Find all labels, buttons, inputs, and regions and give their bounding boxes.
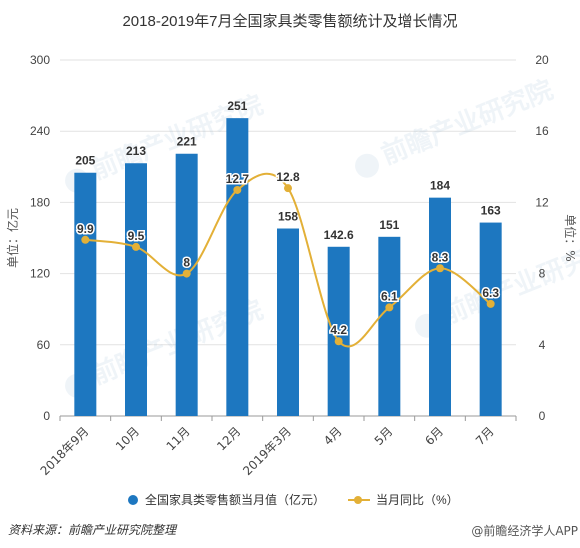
bar [125,163,147,416]
bar [226,118,249,416]
footer-watermark: @前瞻经济学人APP [471,524,578,538]
line-value-label: 6.1 [381,289,398,303]
footer-source: 资料来源：前瞻产业研究院整理 [8,523,177,537]
line-point [334,337,343,346]
chart-title: 2018-2019年7月全国家具类零售额统计及增长情况 [122,13,458,30]
line-value-label: 8.3 [432,250,449,264]
x-tick-label: 4月 [321,424,345,448]
line-value-label: 9.5 [128,229,145,243]
x-tick-label: 10月 [113,424,142,453]
watermark-mark: 前瞻产业研究院 [355,74,557,178]
watermark-logo-icon [355,153,380,178]
bar-value-label: 158 [278,210,298,224]
bar-value-label: 142.6 [324,228,354,242]
bar-value-label: 163 [481,204,501,218]
y-left-tick-label: 180 [30,195,50,209]
legend-line-label: 当月同比（%） [376,493,459,507]
line-point [233,185,242,194]
y-right-tick-label: 8 [539,267,546,281]
line-point [81,235,90,244]
bar-value-label: 221 [177,135,197,149]
y-right-tick-label: 0 [539,409,546,423]
y-left-axis-title: 单位：亿元 [5,208,20,268]
y-right-tick-label: 4 [539,338,546,352]
line-point [182,269,191,278]
bar [429,197,451,416]
bar [327,246,350,416]
line-path [85,172,492,348]
line-point [436,264,444,273]
y-left-tick-label: 240 [30,124,50,138]
line-value-label: 9.9 [77,222,94,236]
y-right-tick-label: 16 [535,124,549,138]
y-left-tick-label: 120 [30,267,50,281]
x-tick-label: 6月 [422,424,446,448]
bar-value-label: 205 [75,154,95,168]
bar [479,222,502,416]
y-left-tick-label: 300 [30,53,50,67]
watermark-text: 前瞻产业研究院 [437,234,580,331]
line-point [132,242,140,251]
line-value-label: 6.3 [482,286,499,300]
legend-bar-marker [128,494,138,505]
y-right-tick-label: 12 [535,195,549,209]
bar [175,153,198,416]
y-left-tick-label: 60 [37,338,51,352]
x-tick-label: 5月 [372,424,396,448]
line-value-label: 12.8 [276,170,300,184]
line-point [385,303,394,312]
bar [74,172,97,416]
line-point [486,299,495,308]
x-tick-label: 2018年9月 [38,424,92,478]
bar-value-label: 151 [379,218,399,232]
bar [277,228,299,416]
line-series [81,172,495,348]
legend-bar-label: 全国家具类零售额当月值（亿元） [145,493,326,507]
legend-line-marker [348,495,370,505]
line-value-label: 12.7 [226,172,250,186]
bar [378,236,401,416]
x-tick-label: 7月 [473,424,497,448]
bar-value-label: 251 [227,99,247,113]
y-right-tick-label: 20 [535,53,549,67]
bar-value-label: 213 [126,144,146,158]
y-right-axis-title: 单位：% [563,214,578,261]
line-value-label: 8 [183,256,190,270]
x-tick-label: 12月 [214,424,243,453]
line-value-label: 4.2 [330,323,347,337]
line-point [284,184,292,193]
bars [74,118,502,416]
watermark-text: 前瞻产业研究院 [377,74,557,171]
y-left-tick-label: 0 [43,409,50,423]
data-labels: 205 213 221 251 158 142.6 151 184 163 9.9 9.5 8 12.7… [75,99,501,339]
x-tick-label: 11月 [164,424,193,453]
x-tick-label: 2019年3月 [240,424,294,478]
bar-value-label: 184 [430,179,450,193]
legend-line: 当月同比（%） [348,491,459,508]
legend-bar: 全国家具类零售额当月值（亿元） [128,491,325,508]
